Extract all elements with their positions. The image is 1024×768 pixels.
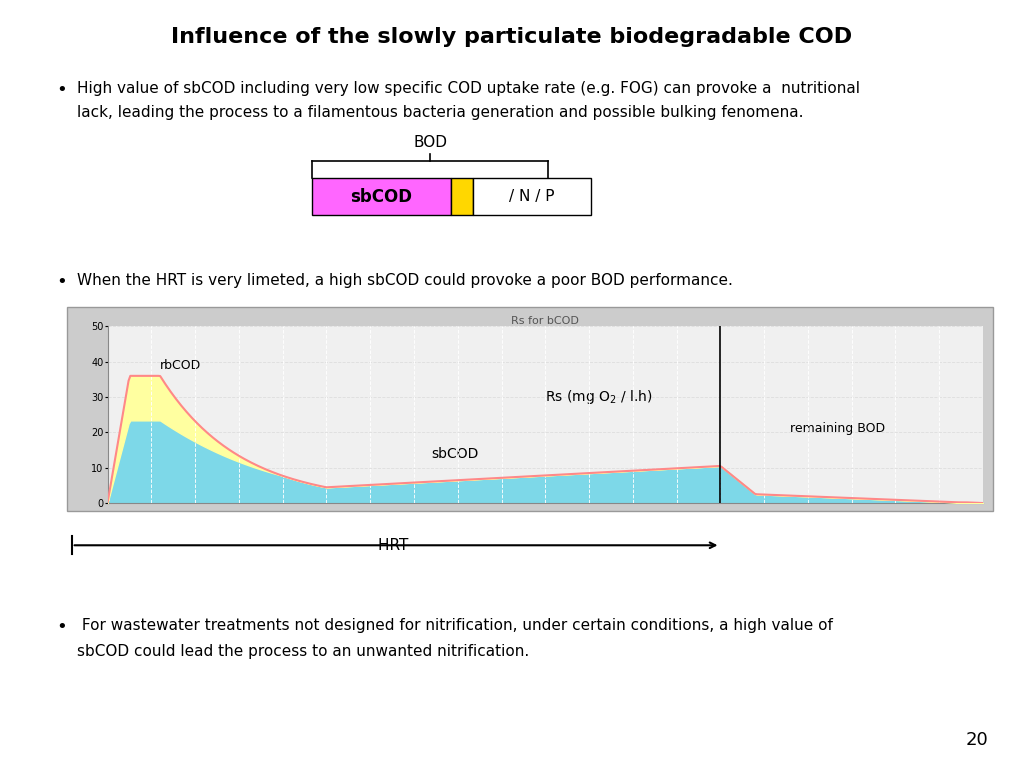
Text: sbCOD: sbCOD	[431, 446, 479, 461]
Text: Influence of the slowly particulate biodegradable COD: Influence of the slowly particulate biod…	[171, 27, 853, 47]
Text: •: •	[56, 618, 67, 636]
Text: 20: 20	[966, 731, 988, 749]
Text: Rs (mg O$_2$ / l.h): Rs (mg O$_2$ / l.h)	[545, 388, 653, 406]
Title: Rs for bCOD: Rs for bCOD	[511, 316, 580, 326]
Text: / N / P: / N / P	[509, 189, 555, 204]
Text: rbCOD: rbCOD	[160, 359, 202, 372]
Text: •: •	[56, 81, 67, 98]
Text: lack, leading the process to a filamentous bacteria generation and possible bulk: lack, leading the process to a filamento…	[77, 105, 803, 121]
Bar	[451, 178, 473, 215]
Text: remaining BOD: remaining BOD	[791, 422, 886, 435]
Text: When the HRT is very limeted, a high sbCOD could provoke a poor BOD performance.: When the HRT is very limeted, a high sbC…	[77, 273, 733, 288]
Text: For wastewater treatments not designed for nitrification, under certain conditio: For wastewater treatments not designed f…	[77, 618, 833, 634]
Text: sbCOD could lead the process to an unwanted nitrification.: sbCOD could lead the process to an unwan…	[77, 644, 529, 659]
Bar	[473, 178, 591, 215]
Bar	[312, 178, 451, 215]
Text: High value of sbCOD including very low specific COD uptake rate (e.g. FOG) can p: High value of sbCOD including very low s…	[77, 81, 860, 96]
Text: HRT: HRT	[379, 538, 414, 553]
Text: •: •	[56, 273, 67, 290]
Text: sbCOD: sbCOD	[350, 187, 413, 206]
Text: BOD: BOD	[413, 134, 447, 150]
